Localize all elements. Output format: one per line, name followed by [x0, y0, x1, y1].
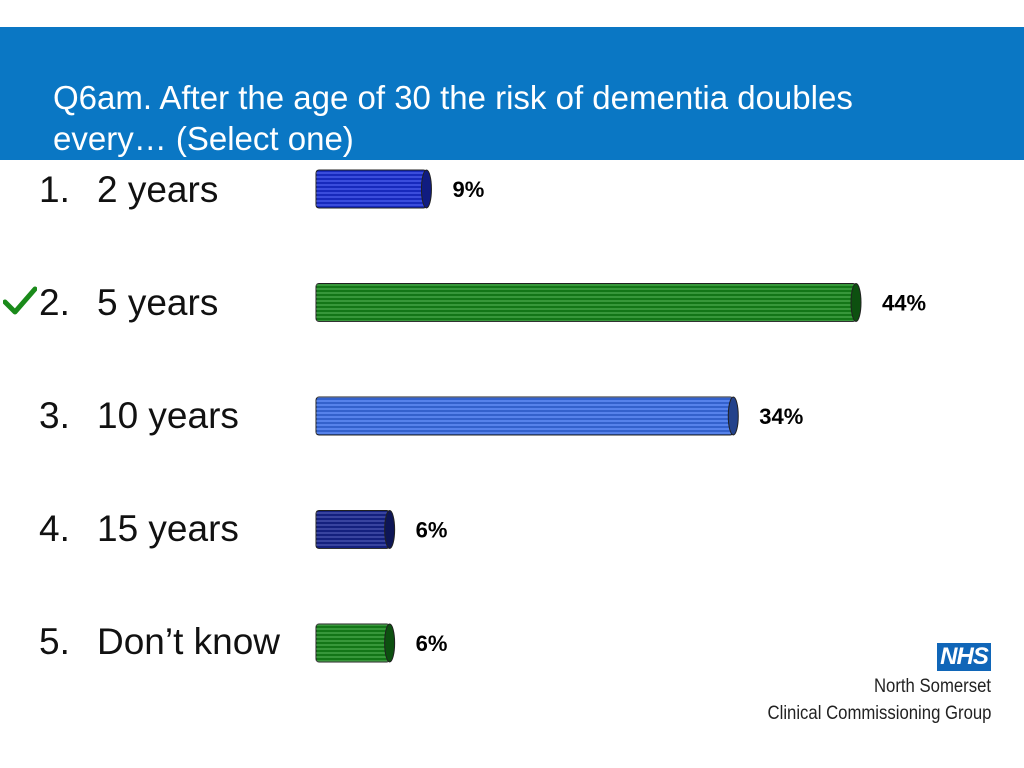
option-number: 4.: [39, 508, 70, 549]
option-1: 1. 2 years: [0, 165, 320, 215]
org-name-line2: Clinical Commissioning Group: [767, 703, 991, 724]
bar-2: [315, 283, 862, 322]
bar-4: [315, 510, 396, 549]
checkmark-icon: [3, 286, 37, 315]
slide-title: Q6am. After the age of 30 the risk of de…: [53, 79, 853, 157]
bar-5: [315, 623, 396, 663]
nhs-badge: NHS: [937, 643, 991, 671]
option-label: 2 years: [97, 169, 219, 210]
option-label: 15 years: [97, 508, 239, 549]
bar-value-label: 9%: [452, 177, 484, 202]
option-number: 1.: [39, 169, 70, 210]
option-2: 2. 5 years: [0, 278, 320, 328]
option-label: Don’t know: [97, 621, 281, 662]
option-5: 5. Don’t know: [0, 617, 320, 667]
org-name-line1: North Somerset: [873, 676, 991, 697]
bar-value-label: 44%: [882, 291, 926, 316]
title-banner: Q6am. After the age of 30 the risk of de…: [0, 27, 1024, 160]
option-label: 5 years: [97, 282, 219, 323]
bar-3: [315, 396, 739, 436]
option-number: 2.: [39, 282, 70, 323]
option-label: 10 years: [97, 395, 239, 436]
option-number: 3.: [39, 395, 70, 436]
option-4: 4. 15 years: [0, 504, 320, 554]
nhs-logo: NHS North Somerset Clinical Commissionin…: [731, 643, 991, 733]
bar-value-label: 6%: [416, 518, 448, 543]
bar-1: [315, 169, 432, 209]
option-number: 5.: [39, 621, 70, 662]
bar-value-label: 34%: [759, 404, 803, 429]
bar-value-label: 6%: [416, 631, 448, 656]
option-3: 3. 10 years: [0, 391, 320, 441]
